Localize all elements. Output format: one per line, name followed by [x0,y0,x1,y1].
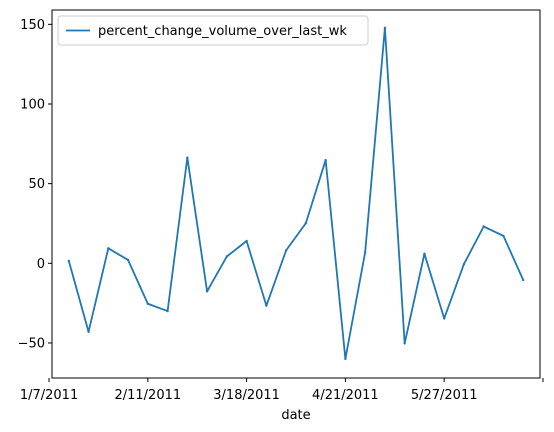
data-point [245,239,248,243]
data-point [67,259,70,263]
data-point [462,262,466,266]
data-point [265,304,268,307]
x-tick-label: 1/7/2011 [20,388,78,403]
legend-box [57,15,369,46]
data-point [186,156,189,159]
data-point [344,357,347,361]
data-point [107,247,110,250]
data-point [87,330,90,334]
y-tick-label: 0 [37,257,45,272]
x-tick-label: 5/27/2011 [411,388,478,403]
legend-label: percent_change_volume_over_last_wk [98,24,347,39]
y-tick-label: 150 [20,18,45,33]
data-point [284,249,288,252]
y-tick-label: 50 [28,177,45,192]
x-tick-label: 2/11/2011 [114,388,181,403]
data-point [442,317,446,320]
data-point [482,225,485,228]
series-line [67,26,525,360]
data-point [225,255,229,258]
data-point [126,258,130,262]
plot-frame [51,9,541,379]
data-point [205,290,209,293]
data-point [304,221,308,225]
y-tick-label: 100 [20,97,45,112]
x-axis-title: date [281,408,310,423]
data-point [363,251,367,254]
data-point [423,252,426,255]
x-tick-label: 3/18/2011 [213,388,280,403]
y-tick-label: −50 [18,336,45,351]
x-axis: 1/7/2011 2/11/2011 3/18/2011 4/21/2011 5/27/… [20,378,544,403]
data-point [383,26,387,30]
legend: percent_change_volume_over_last_wk [57,15,369,46]
data-point [324,158,327,162]
x-tick-label: 4/21/2011 [312,388,379,403]
data-point [166,309,169,313]
data-point [146,302,150,305]
series-layer [67,26,525,361]
data-point [502,234,505,238]
data-point [522,278,525,282]
y-axis: −50 0 50 100 150 [18,18,52,351]
data-point [403,342,406,345]
